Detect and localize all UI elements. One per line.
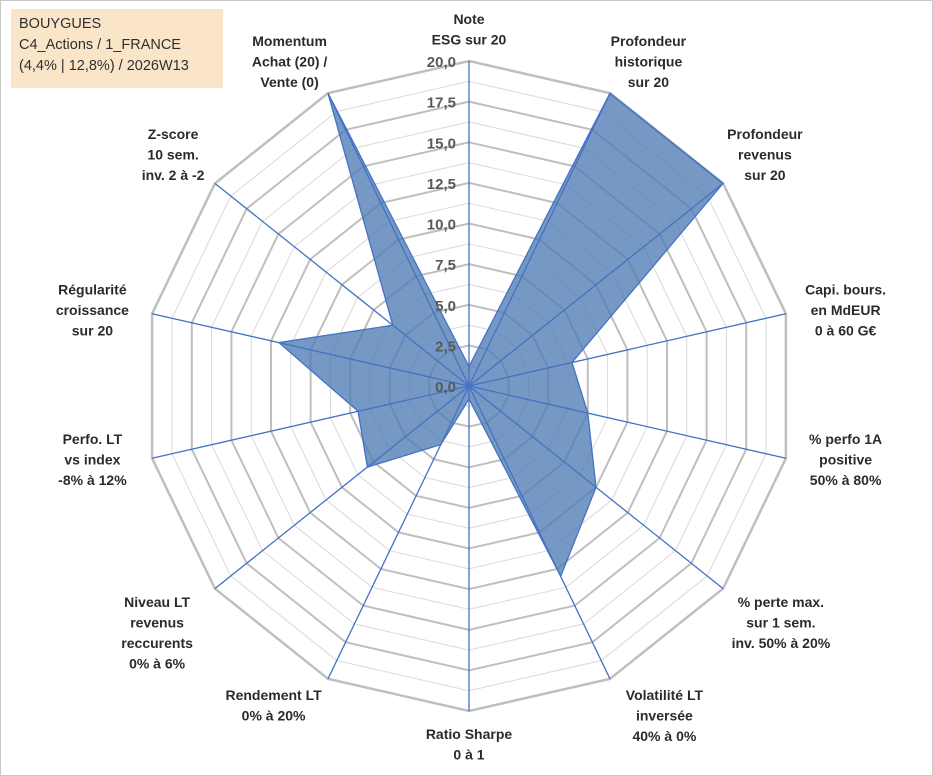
axis-category-line: 0% à 20%: [242, 707, 306, 723]
axis-category-line: 0% à 6%: [129, 655, 186, 671]
axis-category-line: revenus: [738, 146, 792, 162]
axis-category-label: Momentum Achat (20) / Vente (0): [252, 33, 328, 90]
axis-category-label: Volatilité LT inversée 40% à 0%: [626, 687, 704, 744]
axis-category-line: Régularité: [58, 282, 127, 298]
axis-category-label: Note ESG sur 20: [432, 11, 507, 48]
info-box: BOUYGUES C4_Actions / 1_FRANCE (4,4% | 1…: [11, 9, 223, 88]
axis-category-label: Régularité croissance sur 20: [56, 282, 129, 339]
r-tick-label: 17,5: [427, 95, 456, 112]
axis-category-line: Momentum: [252, 33, 327, 49]
axis-category-line: inv. 50% à 20%: [732, 635, 831, 651]
axis-category-line: % perte max.: [738, 594, 824, 610]
r-tick-label: 0,0: [435, 379, 456, 396]
axis-category-line: 10 sem.: [147, 146, 198, 162]
axis-category-line: en MdEUR: [811, 302, 881, 318]
axis-spoke: [151, 313, 470, 387]
axis-category-label: Ratio Sharpe 0 à 1: [426, 726, 513, 763]
axis-spoke: [214, 182, 470, 387]
axis-category-label: Niveau LT revenus reccurents 0% à 6%: [121, 594, 193, 672]
axis-category-line: Capi. bours.: [805, 282, 886, 298]
r-tick-label: 12,5: [427, 176, 456, 193]
axis-category-line: sur 20: [744, 167, 785, 183]
axis-category-line: sur 1 sem.: [746, 614, 815, 630]
r-tick-label: 20,0: [427, 54, 456, 71]
axis-category-line: historique: [615, 53, 683, 69]
axis-spoke: [214, 385, 470, 590]
axis-spoke: [327, 385, 470, 680]
r-tick-label: 5,0: [435, 298, 456, 315]
data-series-area: [278, 93, 724, 577]
r-tick-label: 10,0: [427, 217, 456, 234]
axis-category-line: Rendement LT: [225, 687, 322, 703]
axis-category-line: Volatilité LT: [626, 687, 704, 703]
axis-spoke: [468, 182, 724, 387]
axis-category-line: 40% à 0%: [632, 728, 696, 744]
axis-category-line: Vente (0): [260, 74, 318, 90]
axis-category-line: positive: [819, 451, 872, 467]
axis-category-line: reccurents: [121, 635, 193, 651]
axis-category-line: -8% à 12%: [58, 472, 127, 488]
axis-category-line: 0 à 1: [453, 747, 484, 763]
axis-category-line: vs index: [64, 451, 120, 467]
axis-category-line: Profondeur: [611, 33, 687, 49]
r-tick-label: 15,0: [427, 135, 456, 152]
r-tick-label: 2,5: [435, 338, 456, 355]
axis-category-label: Z-score 10 sem. inv. 2 à -2: [142, 126, 205, 183]
axis-category-line: sur 20: [72, 323, 113, 339]
axis-category-label: Perfo. LT vs index -8% à 12%: [58, 431, 127, 488]
axis-category-line: croissance: [56, 302, 129, 318]
info-company: BOUYGUES: [19, 16, 102, 32]
axis-spoke: [468, 385, 787, 459]
axis-category-line: Niveau LT: [124, 594, 190, 610]
axis-spoke: [151, 385, 470, 459]
axis-category-line: sur 20: [628, 74, 669, 90]
axis-category-label: Rendement LT 0% à 20%: [225, 687, 322, 724]
axis-category-label: Capi. bours. en MdEUR 0 à 60 G€: [805, 282, 886, 339]
axis-spoke: [327, 92, 470, 387]
axis-category-label: % perte max. sur 1 sem. inv. 50% à 20%: [732, 594, 831, 651]
axis-category-line: 50% à 80%: [810, 472, 882, 488]
axis-category-line: inversée: [636, 707, 693, 723]
axis-category-label: Profondeur revenus sur 20: [727, 126, 803, 183]
axis-category-label: Profondeur historique sur 20: [611, 33, 687, 90]
axis-category-line: % perfo 1A: [809, 431, 882, 447]
axis-category-line: Profondeur: [727, 126, 803, 142]
axis-category-line: Achat (20) /: [252, 53, 328, 69]
axis-spoke: [468, 385, 611, 680]
axis-category-line: Z-score: [148, 126, 199, 142]
axis-spoke: [468, 313, 787, 387]
r-tick-label: 7,5: [435, 257, 456, 274]
info-stats: (4,4% | 12,8%) / 2026W13: [19, 58, 189, 74]
axis-spoke: [468, 92, 611, 387]
axis-category-line: Note: [453, 11, 484, 27]
axis-category-line: ESG sur 20: [432, 32, 507, 48]
axis-category-line: Perfo. LT: [63, 431, 123, 447]
info-category: C4_Actions / 1_FRANCE: [19, 37, 181, 53]
axis-category-line: 0 à 60 G€: [815, 323, 877, 339]
axis-category-label: % perfo 1A positive 50% à 80%: [809, 431, 882, 488]
axis-category-line: inv. 2 à -2: [142, 167, 205, 183]
axis-category-line: Ratio Sharpe: [426, 726, 513, 742]
axis-category-line: revenus: [130, 614, 184, 630]
